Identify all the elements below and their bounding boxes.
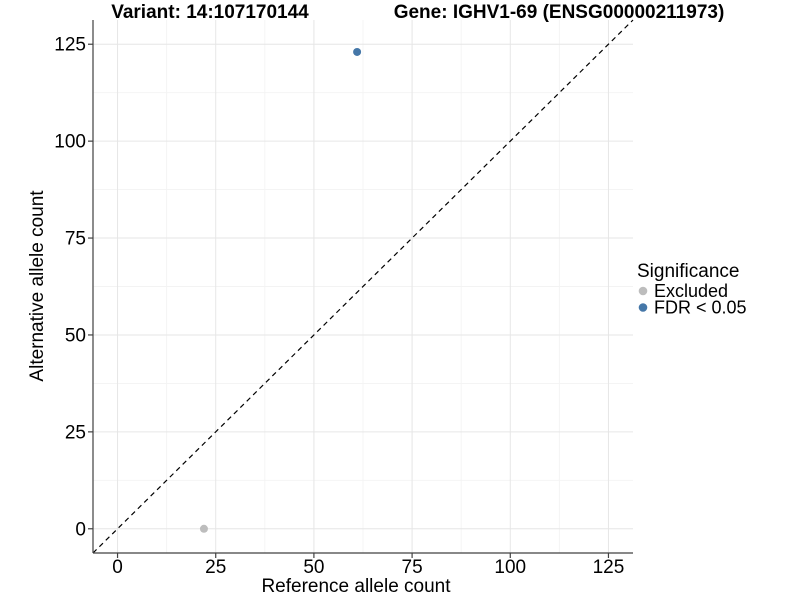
data-point [353, 47, 362, 56]
x-tick-label: 125 [593, 557, 625, 578]
x-tick-label: 75 [402, 557, 423, 578]
y-tick-label: 75 [65, 229, 86, 250]
x-tick-label: 50 [303, 557, 324, 578]
legend-item-excluded: Excluded [638, 281, 728, 301]
y-tick-label: 0 [75, 519, 86, 540]
y-tick-label: 100 [54, 132, 86, 153]
y-tick-label: 25 [65, 422, 86, 443]
identity-line [92, 19, 634, 554]
x-tick-label: 25 [205, 557, 226, 578]
x-tick-label: 0 [112, 557, 123, 578]
data-points [199, 47, 362, 533]
y-axis: 0 25 50 75 100 125 [54, 20, 94, 553]
legend: Significance Excluded FDR < 0.05 [637, 261, 747, 318]
y-axis-title: Alternative allele count [27, 190, 48, 382]
legend-swatch-excluded-icon [638, 286, 648, 296]
data-point [199, 524, 208, 533]
x-axis: 0 25 50 75 100 125 [93, 552, 633, 578]
y-tick-label: 125 [54, 35, 86, 56]
legend-item-fdr: FDR < 0.05 [638, 298, 747, 318]
y-tick-label: 50 [65, 325, 86, 346]
gridlines-minor [93, 20, 633, 553]
x-tick-label: 100 [494, 557, 526, 578]
plot-title-variant: Variant: 14:107170144 [111, 2, 309, 23]
plot-title-gene: Gene: IGHV1-69 (ENSG00000211973) [394, 2, 725, 23]
legend-swatch-fdr-icon [638, 303, 648, 312]
legend-item-label: Excluded [654, 281, 728, 301]
legend-item-label: FDR < 0.05 [654, 298, 747, 318]
gridlines-major [93, 20, 633, 553]
x-axis-title: Reference allele count [261, 576, 451, 597]
legend-title: Significance [637, 261, 739, 282]
